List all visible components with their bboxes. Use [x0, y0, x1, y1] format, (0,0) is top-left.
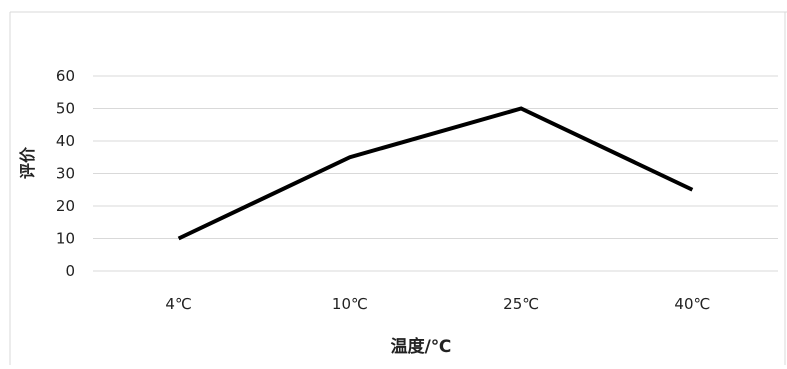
y-tick-label-40: 40	[56, 132, 75, 150]
y-tick-label-30: 30	[56, 165, 75, 183]
x-tick-label-1: 10℃	[332, 295, 368, 313]
gridlines	[93, 76, 778, 271]
y-axis-label: 评价	[18, 146, 37, 179]
x-tick-label-3: 40℃	[674, 295, 710, 313]
x-tick-labels: 4℃ 10℃ 25℃ 40℃	[165, 295, 710, 313]
y-tick-label-0: 0	[65, 262, 75, 280]
x-axis-label: 温度/℃	[391, 336, 452, 357]
y-tick-label-60: 60	[56, 67, 75, 85]
y-tick-label-50: 50	[56, 100, 75, 118]
y-tick-label-20: 20	[56, 197, 75, 215]
y-tick-label-10: 10	[56, 230, 75, 248]
x-tick-label-0: 4℃	[165, 295, 191, 313]
x-tick-label-2: 25℃	[503, 295, 539, 313]
y-tick-labels: 0 10 20 30 40 50 60	[56, 67, 75, 280]
